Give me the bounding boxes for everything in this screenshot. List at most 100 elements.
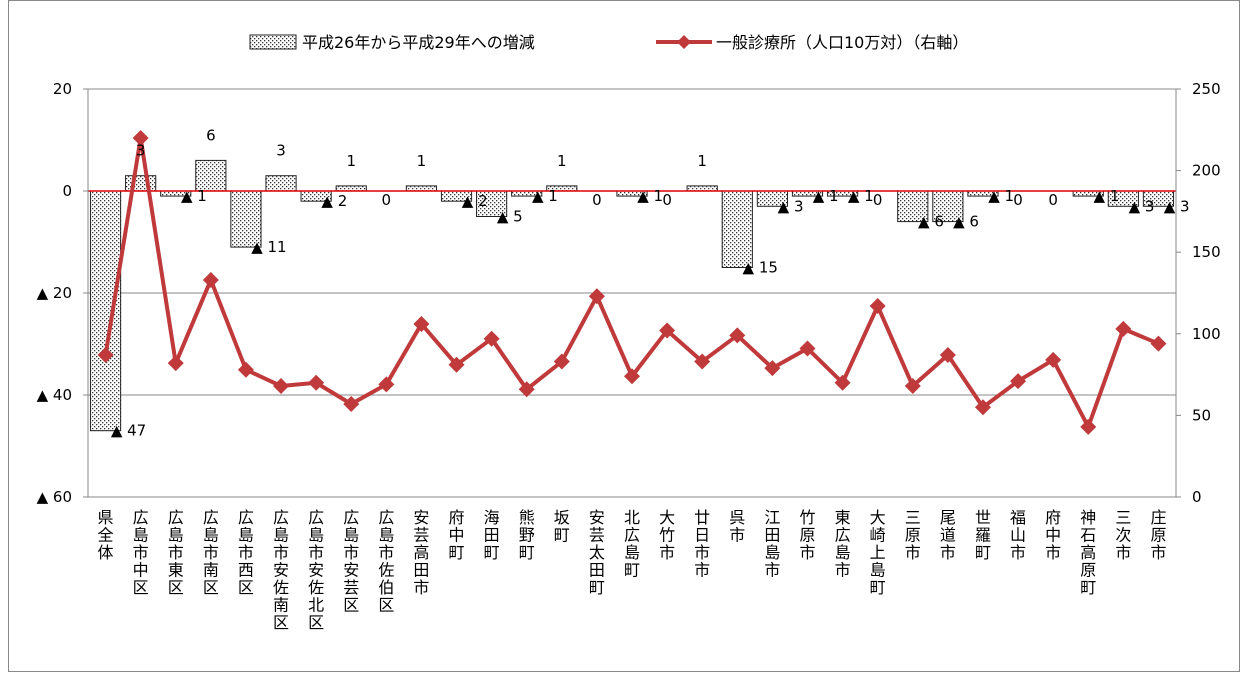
bar — [476, 190, 508, 217]
line-marker — [834, 374, 851, 391]
category-label: 三原市 — [905, 508, 921, 562]
line-marker — [167, 355, 184, 372]
line-marker — [729, 327, 746, 344]
category-label: 広島市東区 — [168, 508, 184, 597]
bar — [89, 190, 122, 432]
right-axis-tick-label: 200 — [1192, 162, 1221, 180]
line-marker — [97, 347, 114, 364]
category-label: 竹原市 — [799, 508, 815, 562]
bar — [125, 175, 157, 192]
left-axis-tick-label: 0 — [62, 182, 72, 200]
line-marker — [308, 374, 325, 391]
line-marker — [869, 298, 886, 315]
bar-data-label: ▲ 6 — [953, 213, 979, 231]
bar — [230, 190, 262, 248]
category-label: 呉市 — [729, 508, 745, 545]
bar-data-label: ▲ 47 — [111, 422, 146, 440]
line-marker — [378, 376, 395, 393]
bar-data-label: 0 — [873, 191, 883, 209]
line-marker — [939, 347, 956, 364]
category-labels: 県全体 広島市中区 広島市東区 広島市南区 広島市西区 広島市安佐南区 広島市安佐北区 広島市… — [98, 508, 1167, 632]
bar-data-label: 0 — [592, 191, 602, 209]
category-label: 神石高原町 — [1080, 508, 1096, 597]
right-axis-tick-label: 100 — [1192, 325, 1221, 343]
left-axis-tick-label: 20 — [53, 80, 72, 98]
bar-data-label: ▲ 1 — [181, 187, 207, 205]
line-marker — [343, 395, 360, 412]
bar-data-label: ▲ 1 — [813, 187, 839, 205]
right-axis-tick-label: 150 — [1192, 243, 1221, 261]
category-label: 広島市安佐北区 — [308, 508, 324, 632]
category-label: 広島市安芸区 — [343, 508, 359, 615]
line-marker — [202, 271, 219, 288]
category-label: 三次市 — [1115, 508, 1131, 562]
category-label: 世羅町 — [975, 508, 991, 562]
right-axis-tick-label: 250 — [1192, 80, 1221, 98]
bar-data-label: ▲ 1 — [532, 187, 558, 205]
bar — [335, 185, 367, 192]
line-marker — [974, 399, 991, 416]
category-label: 東広島市 — [835, 508, 851, 580]
bar-data-label: 3 — [276, 142, 286, 160]
right-axis-tick-label: 50 — [1192, 406, 1211, 424]
line-marker — [518, 381, 535, 398]
line-marker — [588, 288, 605, 305]
bar-data-label: ▲ 1 — [988, 187, 1014, 205]
category-label: 大崎上島町 — [870, 508, 886, 597]
category-label: 広島市西区 — [238, 508, 254, 597]
bar — [721, 190, 753, 268]
line-marker — [659, 322, 676, 339]
category-label: 海田町 — [484, 508, 500, 562]
bar-data-label: 0 — [1013, 191, 1023, 209]
bar-data-label: ▲ 6 — [918, 213, 944, 231]
line-marker — [1150, 335, 1167, 352]
bar-data-label: ▲ 15 — [743, 259, 778, 277]
line-marker — [483, 330, 500, 347]
line-marker — [553, 353, 570, 370]
bar-data-label: ▲ 2 — [321, 192, 347, 210]
line-marker — [764, 360, 781, 377]
category-label: 安芸太田町 — [589, 508, 605, 597]
bar — [265, 175, 297, 192]
bar-data-label: ▲ 5 — [497, 208, 523, 226]
line-marker — [273, 378, 290, 395]
bar-data-label: 1 — [557, 152, 567, 170]
line-marker — [694, 353, 711, 370]
bar-data-label: ▲ 1 — [848, 187, 874, 205]
bar-data-label: ▲ 3 — [778, 197, 804, 215]
line-marker — [1010, 373, 1027, 390]
outer-frame — [8, 0, 1240, 672]
line-marker — [624, 368, 640, 385]
category-label: 庄原市 — [1150, 508, 1166, 562]
bar-data-label: ▲ 3 — [1164, 197, 1190, 215]
category-label: 県全体 — [98, 508, 114, 562]
category-label: 大竹市 — [659, 508, 675, 562]
line-marker — [904, 378, 921, 395]
legend: 平成26年から平成29年への増減 一般診療所（人口10万対）（右軸） — [249, 33, 968, 52]
line-marker — [413, 316, 430, 333]
bar-data-label: ▲ 1 — [1094, 187, 1120, 205]
category-label: 熊野町 — [519, 508, 535, 562]
legend-line-label: 一般診療所（人口10万対）（右軸） — [716, 33, 968, 52]
bar-data-label: 0 — [1048, 191, 1058, 209]
bar-data-label: 1 — [346, 152, 356, 170]
bar-data-label: 3 — [136, 142, 146, 160]
category-label: 府中町 — [449, 508, 465, 562]
line-marker — [799, 340, 816, 357]
line-marker — [1115, 320, 1132, 337]
legend-bar-label: 平成26年から平成29年への増減 — [302, 33, 535, 52]
line-marker — [448, 356, 465, 373]
bar-data-label: 6 — [206, 126, 216, 144]
bar-data-label: ▲ 3 — [1129, 197, 1155, 215]
bar-data-label: 1 — [417, 152, 427, 170]
bar-data-label: 1 — [697, 152, 707, 170]
left-axis-tick-label: ▲ 60 — [37, 488, 72, 506]
category-label: 広島市中区 — [133, 508, 149, 597]
bar-data-label: 0 — [382, 191, 392, 209]
line-marker — [1045, 351, 1062, 368]
category-label: 尾道市 — [940, 508, 956, 562]
bar-data-label: ▲ 2 — [462, 192, 488, 210]
